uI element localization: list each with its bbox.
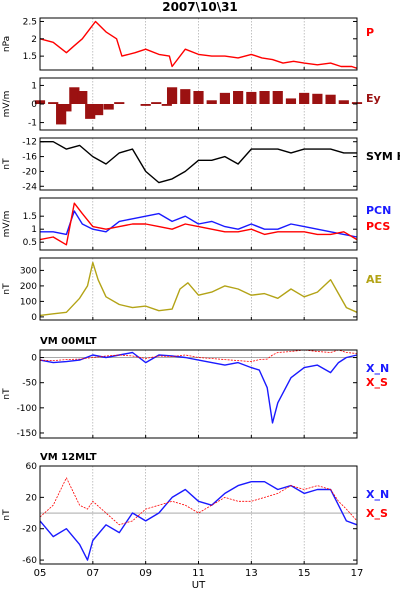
ey-bar [285, 98, 297, 104]
series-line-x-s [39, 349, 358, 363]
series-label: SYM H [366, 150, 400, 163]
ey-bar [140, 104, 151, 106]
x-tick-label: 17 [351, 568, 364, 579]
ey-bar [93, 104, 104, 116]
ey-bar [48, 102, 59, 104]
y-tick-label: 100 [20, 297, 37, 307]
series-label: PCS [366, 220, 390, 233]
y-tick-label: -24 [22, 182, 37, 192]
y-tick-label: 20 [26, 493, 38, 503]
ey-bar [151, 102, 162, 104]
y-axis-label: nT [2, 158, 12, 170]
x-tick-label: 09 [139, 568, 152, 579]
series-label: X_N [366, 362, 389, 375]
y-tick-label: 0 [31, 313, 37, 323]
y-tick-label: 1 [31, 225, 37, 235]
ey-bar [312, 93, 323, 104]
y-tick-label: -100 [17, 404, 38, 414]
y-tick-label: 60 [26, 462, 38, 472]
ey-bar [161, 104, 172, 106]
y-tick-label: 1.5 [23, 52, 37, 62]
x-axis-label: UT [192, 580, 206, 591]
y-tick-label: -12 [22, 138, 37, 148]
x-tick-label: 11 [192, 568, 205, 579]
series-line-p [39, 20, 358, 69]
y-tick-label: 1.5 [23, 212, 37, 222]
series-line-pcn [40, 210, 358, 238]
y-tick-label: -50 [22, 379, 37, 389]
y-tick-label: -60 [22, 556, 37, 566]
ey-bar [180, 89, 191, 104]
series-line-sym-h [40, 140, 357, 184]
series-line-x-n [39, 481, 358, 561]
ey-bar [233, 91, 244, 104]
ey-bar [338, 100, 349, 104]
ey-bar [85, 104, 96, 119]
ey-bar [61, 104, 72, 112]
y-axis-label: mV/m [2, 211, 12, 238]
x-tick-label: 15 [298, 568, 311, 579]
ey-bar [69, 87, 80, 104]
y-tick-label: 0 [31, 354, 37, 364]
panel-frame [39, 17, 358, 71]
series-label: PCN [366, 204, 391, 217]
ey-bar [259, 91, 270, 104]
panel-title: VM 12MLT [40, 452, 97, 463]
y-tick-label: 0 [31, 100, 37, 110]
series-label: P [366, 26, 374, 39]
series-label: X_S [366, 376, 388, 389]
ey-bar [166, 87, 178, 104]
y-tick-label: -20 [22, 167, 37, 177]
ey-bar [103, 104, 114, 110]
ey-bar [193, 91, 204, 104]
series-label: X_S [366, 507, 388, 520]
series-line-pcs [39, 202, 358, 246]
ey-bar [114, 102, 125, 104]
ey-bar [325, 94, 336, 104]
y-tick-label: -150 [17, 429, 38, 439]
y-tick-label: 2.5 [23, 17, 37, 27]
x-tick-label: 07 [86, 568, 99, 579]
series-label: Ey [366, 92, 381, 105]
ey-bar [299, 92, 310, 104]
y-axis-label: nPa [2, 36, 12, 52]
series-line-ae [39, 261, 358, 317]
ey-bar [246, 91, 257, 104]
y-tick-label: -20 [22, 525, 37, 535]
y-tick-label: 300 [20, 266, 37, 276]
series-line-x-n [39, 351, 358, 424]
y-tick-label: 0.5 [23, 238, 37, 248]
x-tick-label: 05 [34, 568, 47, 579]
ey-bar [272, 91, 283, 104]
y-axis-label: nT [2, 388, 12, 400]
y-tick-label: 1 [31, 81, 37, 91]
y-axis-label: mV/m [2, 91, 12, 118]
ey-bar [219, 92, 231, 104]
series-line-x-s [39, 477, 358, 526]
ey-bar [56, 104, 67, 125]
y-tick-label: -16 [22, 153, 37, 163]
y-axis-label: nT [2, 283, 12, 295]
panel-frame [39, 137, 358, 191]
ey-bar [206, 100, 217, 104]
x-tick-label: 13 [245, 568, 258, 579]
figure-title: 2007\10\31 [162, 0, 238, 14]
series-label: AE [366, 273, 382, 286]
ey-bar [77, 91, 88, 104]
y-tick-label: -1 [28, 119, 37, 129]
series-label: X_N [366, 488, 389, 501]
y-tick-label: 200 [20, 282, 37, 292]
y-tick-label: 2 [31, 35, 37, 45]
y-axis-label: nT [2, 509, 12, 521]
panel-title: VM 00MLT [40, 336, 97, 347]
